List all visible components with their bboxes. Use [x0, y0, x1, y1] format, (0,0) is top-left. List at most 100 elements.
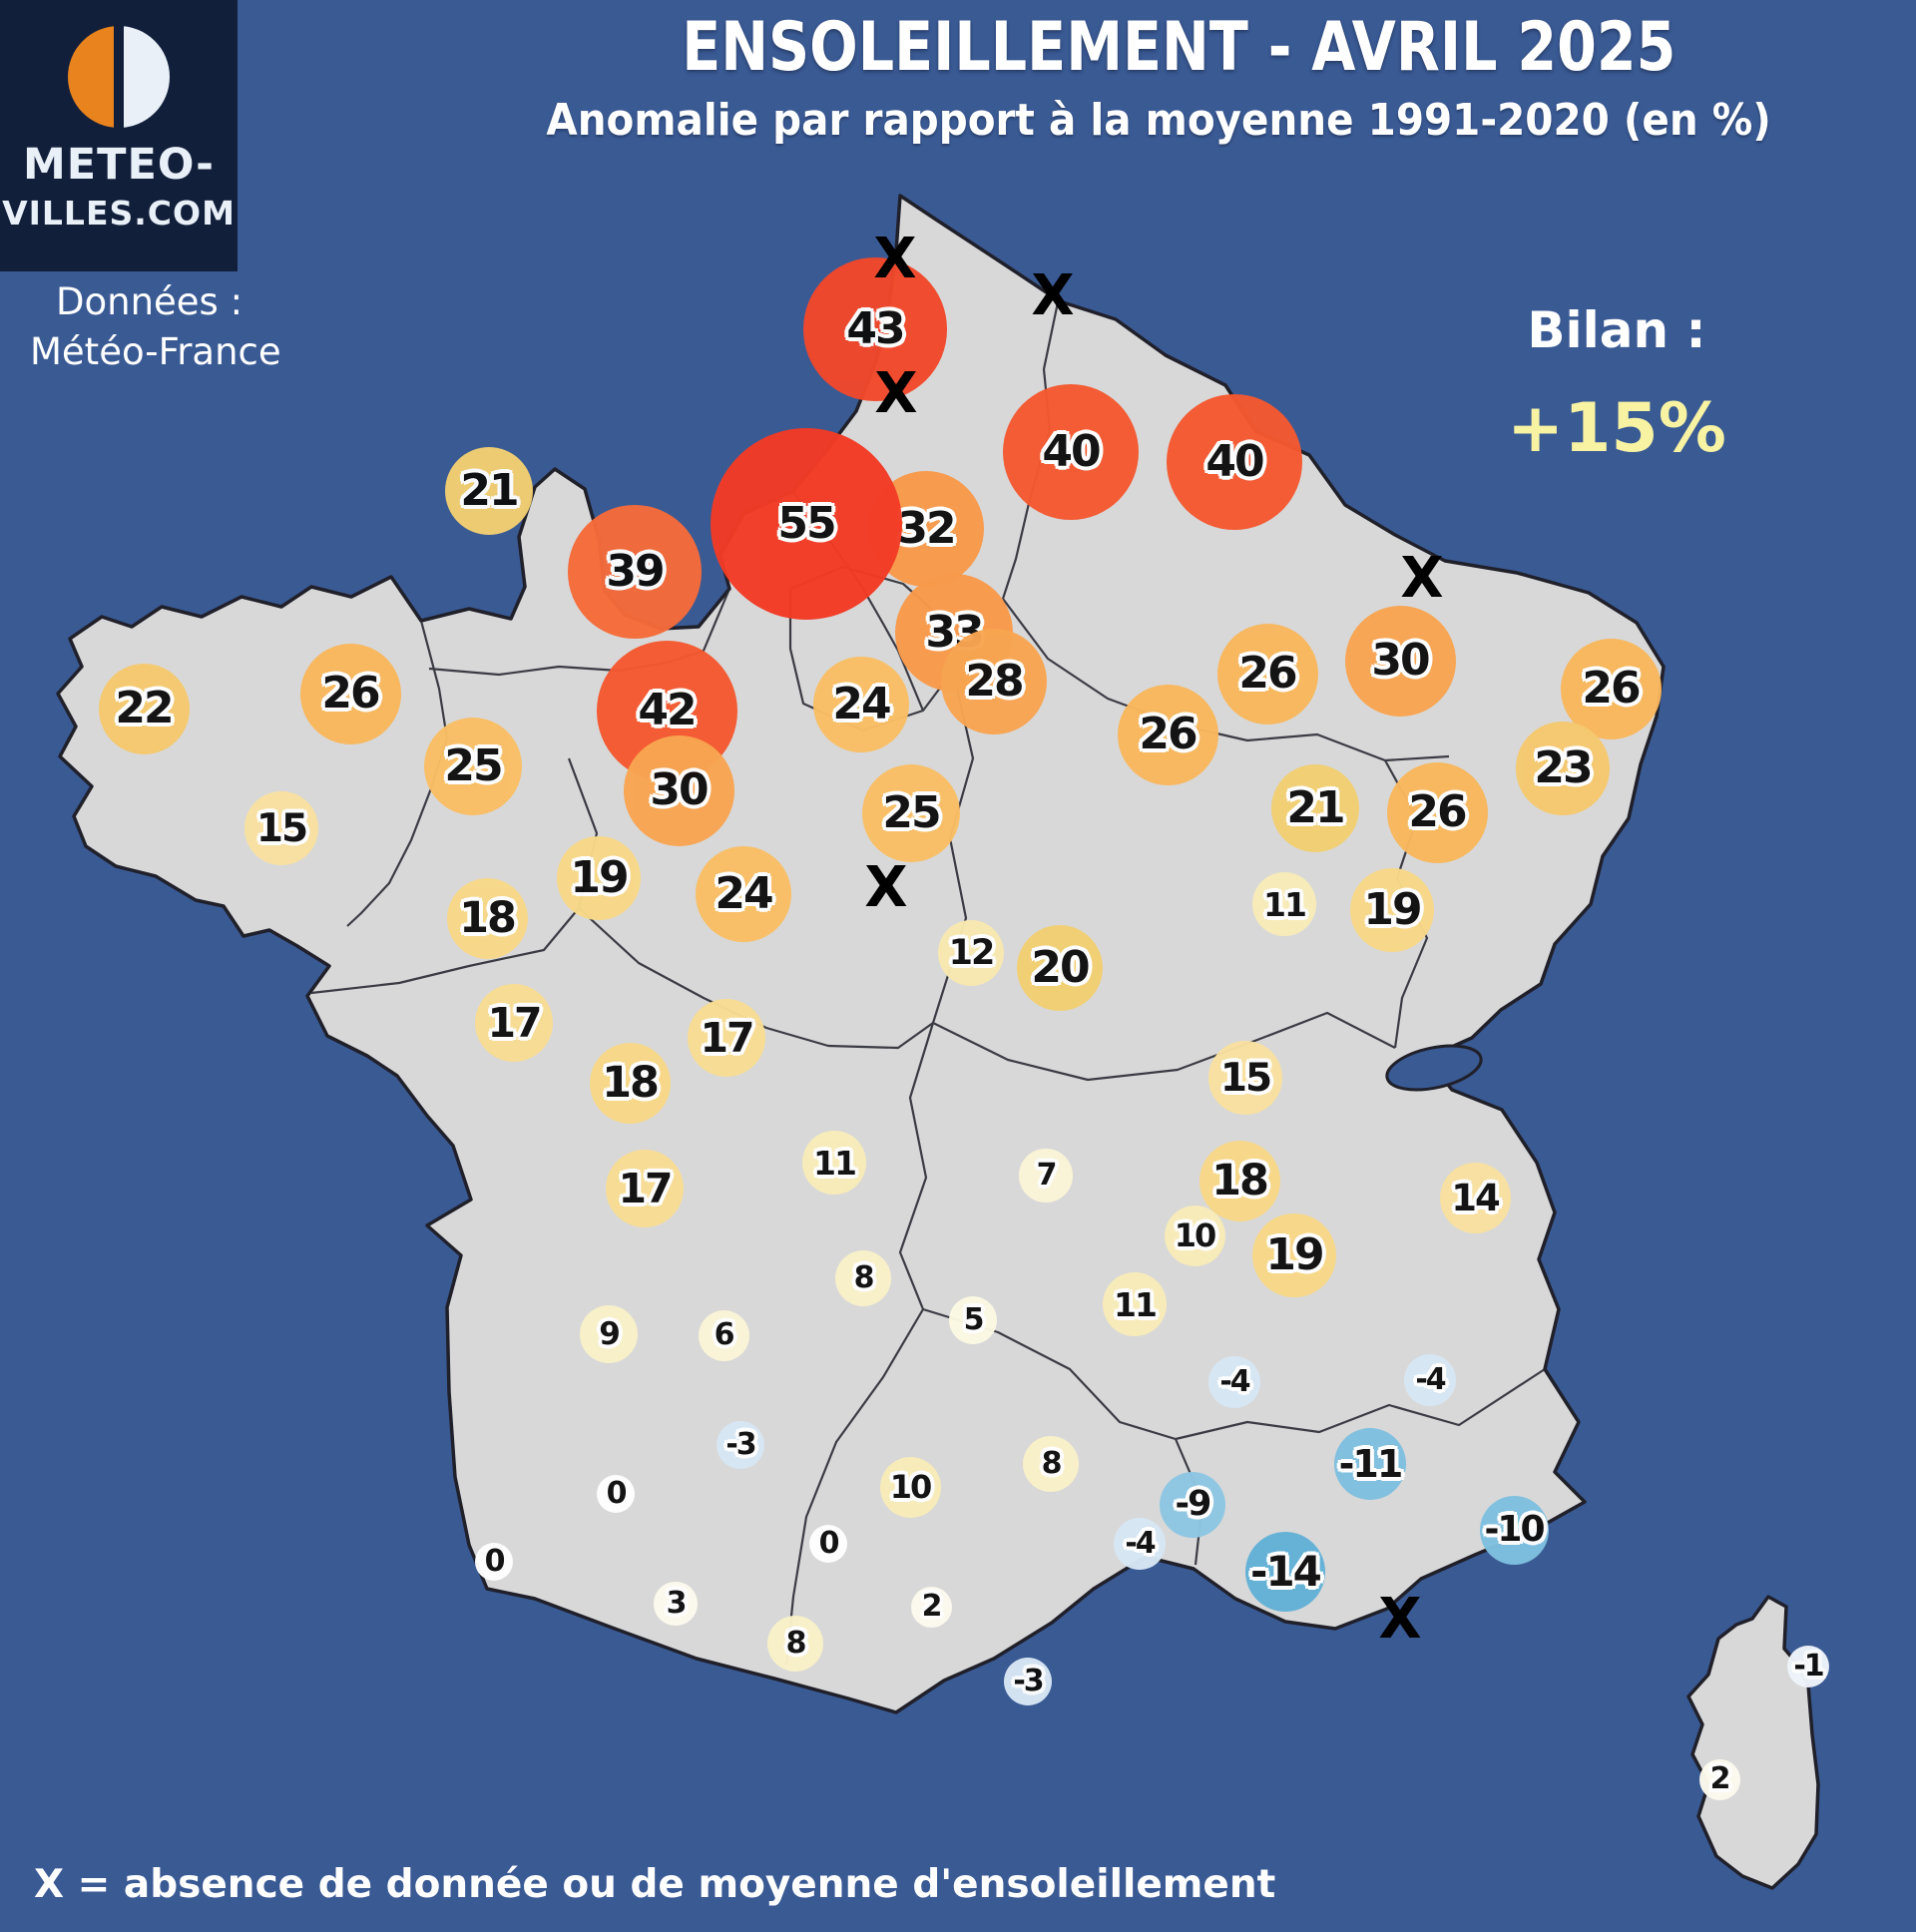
bubble-value-label: 11: [1263, 884, 1307, 924]
bubble-value-label: 17: [700, 1013, 754, 1062]
bubble-value-label: 18: [459, 892, 517, 943]
map-bubble: 26: [1117, 684, 1218, 785]
map-bubble: 3: [654, 1582, 698, 1626]
map-bubble: 18: [446, 877, 528, 959]
bubble-value-label: 26: [1238, 648, 1297, 699]
bubble-value-label: 43: [846, 303, 905, 354]
map-bubble: 21: [1270, 763, 1360, 853]
map-bubble: 8: [767, 1616, 823, 1672]
footer-legend-note: X = absence de donnée ou de moyenne d'en…: [34, 1862, 1276, 1907]
bubble-value-label: 32: [897, 503, 956, 554]
bubble-value-label: 11: [1114, 1284, 1158, 1324]
logo-text-line1: METEO-: [22, 140, 216, 190]
bubble-value-label: 28: [965, 656, 1024, 707]
map-bubble: -11: [1334, 1428, 1406, 1500]
bubble-value-label: 18: [1211, 1155, 1269, 1206]
map-bubble: 10: [879, 1456, 941, 1518]
no-data-x-mark: X: [1400, 546, 1444, 611]
bubble-value-label: 10: [889, 1468, 933, 1506]
map-bubble: 18: [1198, 1140, 1280, 1221]
map-bubble: 19: [1252, 1213, 1336, 1297]
map-bubble: 30: [1344, 605, 1456, 717]
bilan-value: +15%: [1507, 389, 1726, 468]
bubble-value-label: -11: [1338, 1441, 1404, 1486]
bubble-value-label: 26: [1408, 786, 1467, 837]
map-bubble: -14: [1244, 1531, 1326, 1613]
bubble-value-label: 40: [1205, 436, 1264, 487]
map-bubble: 24: [696, 846, 791, 942]
map-bubble: 28: [941, 629, 1047, 734]
map-bubble: 24: [813, 657, 909, 752]
map-bubble: 8: [835, 1250, 891, 1306]
map-bubble: 11: [1103, 1272, 1167, 1336]
no-data-x-mark: X: [864, 855, 908, 920]
map-bubble: 8: [1023, 1436, 1079, 1492]
bubble-value-label: 0: [818, 1526, 840, 1561]
bubble-value-label: 19: [1265, 1229, 1324, 1280]
map-bubble: -4: [1404, 1354, 1456, 1406]
map-bubble: 22: [98, 663, 190, 754]
map-bubble: -4: [1208, 1356, 1260, 1408]
bubble-value-label: 15: [1219, 1055, 1272, 1101]
bubble-value-label: -4: [1125, 1525, 1156, 1561]
bubble-value-label: -14: [1250, 1546, 1322, 1596]
map-bubble: 2: [1698, 1758, 1740, 1800]
bubble-value-label: -9: [1175, 1484, 1212, 1525]
bubble-value-label: 7: [1036, 1158, 1058, 1193]
bubble-value-label: 42: [638, 685, 697, 735]
bubble-value-label: -10: [1484, 1509, 1545, 1550]
france-outline: [56, 194, 1666, 1714]
bilan-label: Bilan :: [1527, 301, 1706, 359]
bubble-value-label: 3: [666, 1586, 688, 1621]
data-source-line2: Météo-France: [30, 329, 281, 373]
bubble-value-label: 24: [832, 679, 891, 729]
bubble-value-label: 10: [1174, 1216, 1217, 1254]
bubble-value-label: 23: [1534, 742, 1593, 793]
map-bubble: 10: [1164, 1205, 1225, 1266]
bubble-value-label: 40: [1042, 426, 1101, 477]
map-bubble: 26: [1216, 623, 1318, 724]
map-bubble: 26: [299, 643, 401, 744]
map-bubble: 15: [1208, 1041, 1282, 1115]
page-subtitle: Anomalie par rapport à la moyenne 1991-2…: [546, 95, 1771, 146]
bubble-value-label: 30: [650, 764, 709, 815]
bubble-value-label: -4: [1415, 1361, 1446, 1397]
bubble-value-label: 17: [487, 998, 542, 1047]
map-bubble: 40: [1167, 394, 1302, 530]
map-bubble: 43: [803, 257, 947, 401]
map-bubble: 19: [1350, 868, 1434, 952]
bubble-value-label: -3: [1013, 1663, 1044, 1698]
bubble-value-label: 2: [921, 1589, 943, 1624]
bubble-value-label: 21: [460, 465, 519, 516]
no-data-x-mark: X: [1378, 1587, 1422, 1652]
map-bubble: 2: [910, 1586, 952, 1628]
page-title: ENSOLEILLEMENT - AVRIL 2025: [682, 8, 1676, 87]
map-bubble: 7: [1019, 1149, 1073, 1203]
map-bubble: 55: [711, 428, 902, 620]
bubble-value-label: 12: [948, 932, 996, 973]
map-bubble: 25: [861, 763, 961, 863]
bubble-value-label: 18: [602, 1057, 660, 1108]
bubble-value-label: 2: [1709, 1761, 1731, 1796]
bubble-value-label: 39: [606, 546, 665, 597]
map-bubble: -3: [716, 1420, 765, 1470]
bubble-value-label: 21: [1286, 782, 1345, 833]
bubble-value-label: 55: [777, 498, 836, 549]
map-bubble: 17: [474, 983, 554, 1063]
bubble-value-label: 25: [444, 740, 503, 791]
bubble-value-label: 26: [1582, 663, 1641, 714]
bubble-value-label: 0: [606, 1476, 628, 1511]
bubble-value-label: 26: [1139, 709, 1198, 759]
no-data-x-mark: X: [874, 361, 918, 426]
bubble-value-label: -1: [1793, 1648, 1824, 1684]
map-bubble: -4: [1114, 1518, 1166, 1570]
map-bubble: 18: [589, 1042, 671, 1124]
bubble-value-label: 0: [484, 1544, 506, 1579]
map-bubble: 21: [444, 446, 534, 536]
map-bubble: 25: [423, 717, 523, 816]
lake-geneva: [1385, 1044, 1483, 1092]
map-bubble: 0: [597, 1475, 635, 1513]
no-data-x-mark: X: [1031, 263, 1075, 328]
